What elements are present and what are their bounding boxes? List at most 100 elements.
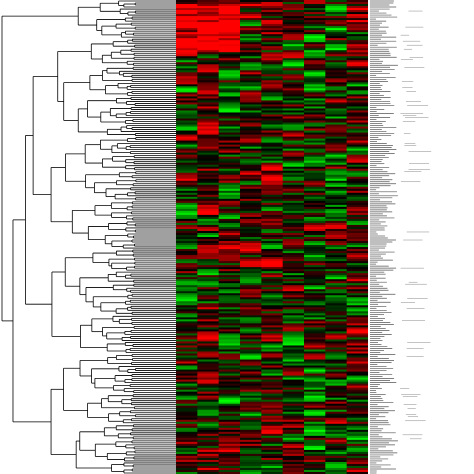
heatmap-cell — [282, 104, 305, 107]
heatmap-cell — [197, 455, 220, 459]
heatmap-cell — [197, 196, 220, 200]
heatmap-cell — [218, 208, 241, 212]
heatmap-cell — [197, 313, 220, 316]
heatmap-cell — [282, 457, 305, 461]
heatmap-cell — [325, 291, 348, 294]
heatmap-cell — [240, 102, 262, 105]
heatmap-cell — [240, 347, 262, 350]
heatmap-cell — [197, 78, 220, 81]
heatmap-cell — [325, 204, 348, 208]
heatmap-cell — [261, 397, 284, 401]
heatmap-cell — [218, 339, 241, 342]
heatmap-cell — [304, 108, 326, 111]
heatmap-cell — [261, 14, 284, 17]
heatmap-cell — [240, 425, 262, 429]
heatmap-cell — [218, 419, 241, 423]
heatmap-cell — [218, 210, 241, 214]
heatmap-cell — [304, 166, 326, 170]
heatmap-cell — [176, 126, 198, 129]
heatmap-cell — [304, 38, 326, 41]
heatmap-cell — [304, 178, 326, 182]
heatmap-cell — [282, 303, 305, 306]
heatmap-cell — [218, 124, 241, 127]
heatmap-cell — [218, 285, 241, 288]
heatmap-cell — [218, 188, 241, 192]
heatmap-cell — [240, 230, 262, 234]
heatmap-cell — [261, 132, 284, 135]
heatmap-cell — [176, 267, 198, 270]
heatmap-cell — [261, 355, 284, 358]
heatmap-cell — [240, 158, 262, 162]
heatmap-cell — [197, 353, 220, 356]
heatmap-cell — [176, 170, 198, 174]
heatmap-cell — [282, 172, 305, 176]
heatmap-cell — [261, 192, 284, 196]
heatmap-cell — [197, 64, 220, 67]
heatmap-cell — [304, 467, 326, 471]
heatmap-cell — [197, 281, 220, 284]
heatmap-cell — [304, 305, 326, 308]
row-dendrogram — [1, 0, 176, 474]
heatmap-cell — [304, 70, 326, 73]
heatmap-cell — [176, 419, 198, 423]
heatmap-cell — [218, 309, 241, 312]
heatmap-cell — [282, 8, 305, 11]
heatmap-cell — [240, 126, 262, 129]
heatmap-cell — [282, 164, 305, 168]
heatmap-cell — [282, 443, 305, 447]
heatmap-cell — [176, 30, 198, 33]
heatmap-cell — [240, 437, 262, 441]
heatmap-cell — [304, 72, 326, 75]
heatmap-cell — [176, 245, 198, 248]
heatmap-cell — [346, 271, 368, 274]
heatmap-cell — [282, 281, 305, 284]
heatmap-cell — [197, 4, 220, 7]
heatmap-cell — [346, 182, 368, 186]
heatmap-cell — [261, 325, 284, 328]
heatmap-cell — [325, 18, 348, 21]
heatmap-cell — [304, 42, 326, 45]
heatmap-cell — [325, 415, 348, 419]
heatmap-cell — [261, 202, 284, 206]
heatmap-cell — [197, 62, 220, 65]
heatmap-cell — [261, 54, 284, 57]
heatmap-cell — [325, 164, 348, 168]
heatmap-cell — [176, 234, 198, 238]
heatmap-cell — [282, 52, 305, 55]
heatmap-cell — [176, 421, 198, 425]
heatmap-cell — [261, 269, 284, 272]
heatmap-cell — [325, 467, 348, 471]
heatmap-cell — [346, 459, 368, 463]
heatmap-cell — [304, 86, 326, 89]
heatmap-cell — [261, 232, 284, 236]
heatmap-cell — [197, 285, 220, 288]
heatmap-cell — [240, 333, 262, 336]
heatmap-cell — [261, 365, 284, 368]
heatmap-cell — [346, 463, 368, 467]
heatmap-cell — [304, 154, 326, 158]
heatmap-cell — [325, 104, 348, 107]
heatmap-cell — [240, 397, 262, 401]
heatmap-cell — [218, 323, 241, 326]
heatmap-cell — [197, 190, 220, 194]
heatmap-cell — [197, 379, 220, 383]
heatmap-cell — [304, 393, 326, 397]
heatmap-cell — [325, 413, 348, 417]
heatmap-cell — [304, 279, 326, 282]
heatmap-cell — [304, 425, 326, 429]
heatmap-cell — [282, 234, 305, 238]
heatmap-cell — [346, 363, 368, 366]
heatmap-cell — [176, 20, 198, 23]
heatmap-cell — [304, 182, 326, 186]
heatmap-cell — [325, 46, 348, 49]
heatmap-cell — [346, 255, 368, 258]
heatmap-cell — [282, 124, 305, 127]
heatmap-cell — [197, 301, 220, 304]
heatmap-cell — [176, 230, 198, 234]
heatmap-cell — [197, 166, 220, 170]
heatmap-cell — [197, 32, 220, 35]
heatmap-cell — [176, 42, 198, 45]
heatmap-cell — [325, 391, 348, 395]
heatmap-cell — [197, 84, 220, 87]
heatmap-cell — [176, 152, 198, 156]
